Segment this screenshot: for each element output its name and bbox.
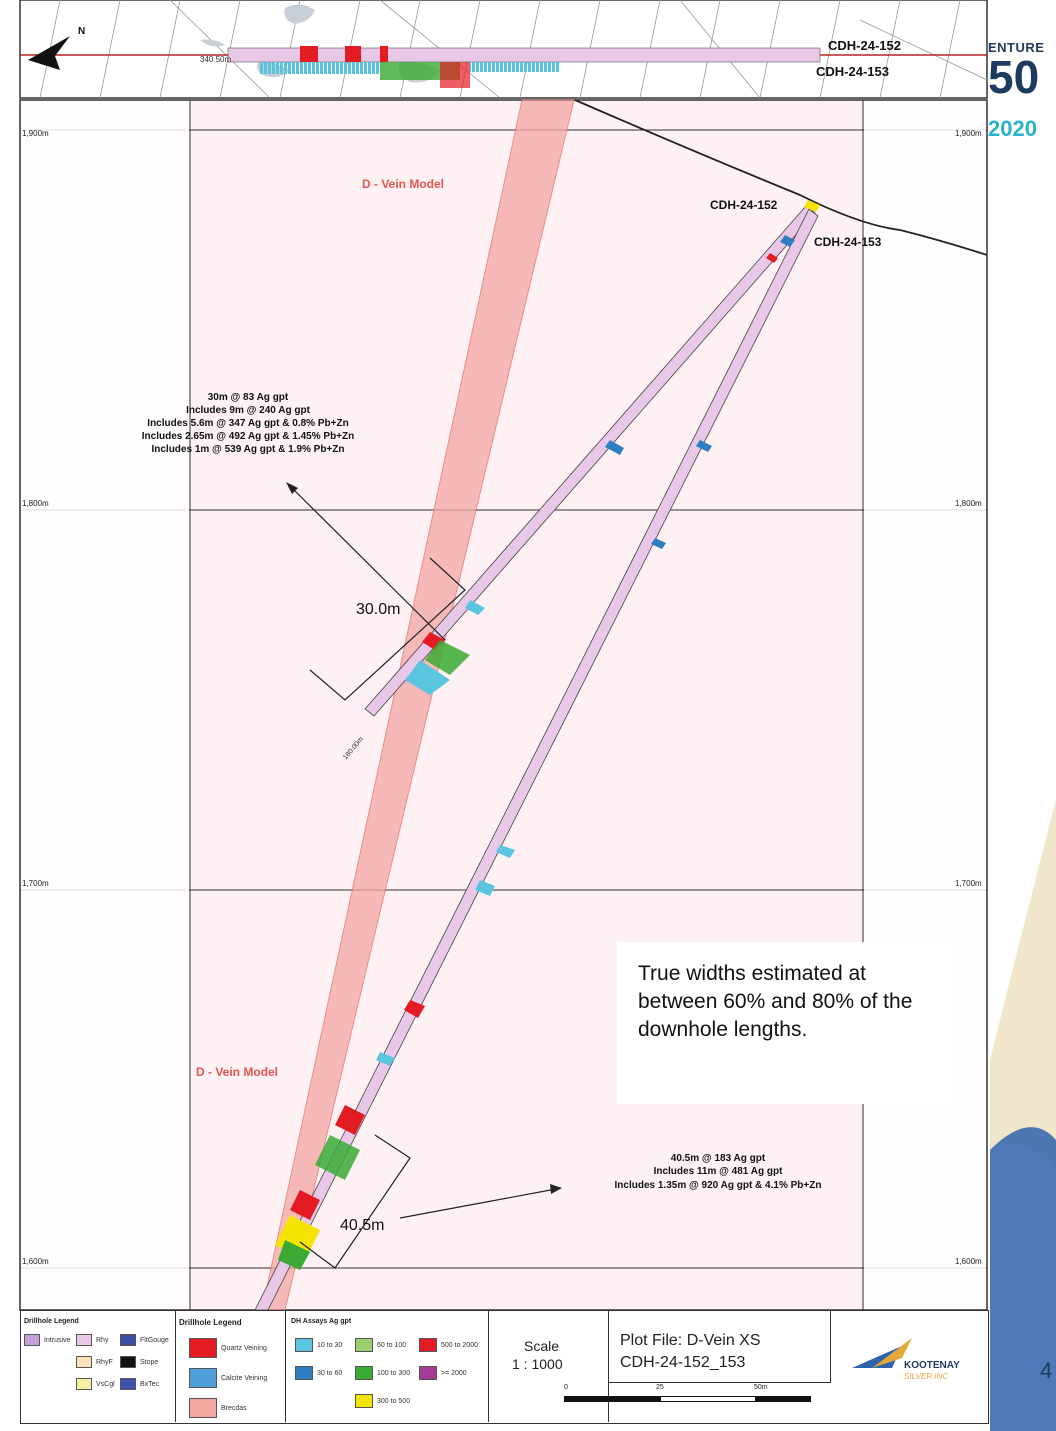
hole-a-assays <box>405 235 795 695</box>
grid-label-1900-right: 1,900m <box>955 129 982 138</box>
legend-vein-0: Quartz Veining <box>221 1344 267 1352</box>
plan-hole-b-label: CDH-24-153 <box>816 64 889 79</box>
venture-year: 2020 <box>988 116 1037 141</box>
legend-lith-2: FltGouge <box>140 1336 169 1344</box>
venture-50-logo: ENTURE 50 2020 <box>988 36 1056 146</box>
legend-lith-1: Rhy <box>96 1336 109 1344</box>
hole-b-assays <box>275 200 820 1270</box>
legend-vein-2: Brecdas <box>221 1404 247 1412</box>
upper-line-0: 30m @ 83 Ag gpt <box>208 392 289 403</box>
legend-lith-5: VsCgl <box>96 1380 115 1388</box>
legend-assays: DH Assays Ag gpt 10 to 30 30 to 60 60 to… <box>285 1310 489 1422</box>
legend-assay-2: 60 to 100 <box>377 1341 407 1349</box>
legend-lithology: Drillhole Legend Intrusive Rhy FltGouge … <box>20 1310 176 1422</box>
scale-tick-2: 50m <box>754 1384 768 1391</box>
width-label-lower: 40.5m <box>340 1217 384 1234</box>
width-label-upper: 30.0m <box>356 601 400 618</box>
legend-lith-0: Intrusive <box>44 1336 71 1344</box>
plan-depth-label: 340.50m <box>200 55 231 64</box>
legend-assay-title: DH Assays Ag gpt <box>291 1318 352 1325</box>
legend-assay-3: 100 to 300 <box>377 1369 411 1377</box>
upper-line-2: Includes 5.6m @ 347 Ag gpt & 0.8% Pb+Zn <box>147 418 348 429</box>
grid-label-1700-right: 1,700m <box>955 879 982 888</box>
plan-view: N 340.50m CDH-24-152 CDH-24-153 <box>19 0 988 99</box>
legend-scale: Scale 1 : 1000 <box>488 1310 609 1422</box>
vein-label-top: D - Vein Model <box>362 177 444 191</box>
true-width-note: True widths estimated at between 60% and… <box>617 942 953 1104</box>
scale-tick-1: 25 <box>656 1384 664 1391</box>
lower-line-1: Includes 11m @ 481 Ag gpt <box>654 1166 784 1177</box>
grid-label-1600-left: 1,600m <box>22 1257 49 1266</box>
kootenay-mark-icon <box>852 1338 912 1368</box>
hole-b-label: CDH-24-153 <box>814 235 882 249</box>
vein-label-bottom: D - Vein Model <box>196 1065 278 1079</box>
section-view: 1,900m 1,900m 1,800m 1,800m 1,700m 1,700… <box>19 99 988 1311</box>
plan-hole-a-label: CDH-24-152 <box>828 38 901 53</box>
upper-line-3: Includes 2.65m @ 492 Ag gpt & 1.45% Pb+Z… <box>142 431 355 442</box>
grid-label-1800-right: 1,800m <box>955 499 982 508</box>
kootenay-logo: KOOTENAY SILVER INC <box>830 1310 987 1422</box>
legend-veining-title: Drillhole Legend <box>179 1318 242 1327</box>
intercept-lower: 40.5m 40.5m @ 183 Ag gpt Includes 11m @ … <box>299 1134 822 1269</box>
scale-title: Scale <box>524 1338 560 1354</box>
legend-lith-4: Stope <box>140 1358 159 1366</box>
legend-vein-1: Calcite Veining <box>221 1374 268 1382</box>
upper-line-1: Includes 9m @ 240 Ag gpt <box>186 405 311 416</box>
plot-file-line1: Plot File: D-Vein XS <box>620 1332 761 1349</box>
intercept-upper: 30.0m 30m @ 83 Ag gpt Includes 9m @ 240 … <box>142 392 466 701</box>
legend-lith-3: RhyF <box>96 1358 113 1366</box>
grid-label-1700-left: 1,700m <box>22 879 49 888</box>
svg-text:N: N <box>78 26 85 37</box>
lower-line-0: 40.5m @ 183 Ag gpt <box>671 1153 766 1164</box>
grid-label-1900-left: 1,900m <box>22 129 49 138</box>
grid-label-1800-left: 1,800m <box>22 499 49 508</box>
legend-lith-6: BxTec <box>140 1380 160 1388</box>
company-name: KOOTENAY <box>904 1360 960 1371</box>
legend-assay-4: 300 to 500 <box>377 1397 411 1405</box>
scale-bar: 0 25 50m <box>564 1384 829 1422</box>
legend-panel: Drillhole Legend Intrusive Rhy FltGouge … <box>20 1310 989 1424</box>
legend-assay-5: 500 to 2000 <box>441 1341 478 1349</box>
legend-lithology-title: Drillhole Legend <box>24 1318 79 1325</box>
legend-assay-1: 30 to 60 <box>317 1369 343 1377</box>
plot-file-line2: CDH-24-152_153 <box>620 1354 746 1371</box>
venture-number: 50 <box>988 51 1040 103</box>
legend-assay-0: 10 to 30 <box>317 1341 343 1349</box>
hole-a-label: CDH-24-152 <box>710 198 778 212</box>
north-arrow-icon: N <box>28 26 85 70</box>
legend-veining: Drillhole Legend Quartz Veining Calcite … <box>175 1310 286 1422</box>
scale-tick-0: 0 <box>564 1384 568 1391</box>
upper-line-4: Includes 1m @ 539 Ag gpt & 1.9% Pb+Zn <box>151 444 344 455</box>
grid-label-1600-right: 1,600m <box>955 1257 982 1266</box>
page-number: 4 <box>1040 1358 1053 1383</box>
scale-value: 1 : 1000 <box>512 1356 563 1372</box>
legend-plotfile: Plot File: D-Vein XS CDH-24-152_153 <box>608 1310 831 1383</box>
lower-line-2: Includes 1.35m @ 920 Ag gpt & 4.1% Pb+Zn <box>615 1180 822 1191</box>
company-sub: SILVER INC <box>904 1372 949 1381</box>
venture-word: ENTURE <box>988 40 1045 55</box>
legend-assay-6: >= 2000 <box>441 1369 467 1377</box>
true-width-note-text: True widths estimated at between 60% and… <box>638 962 913 1041</box>
